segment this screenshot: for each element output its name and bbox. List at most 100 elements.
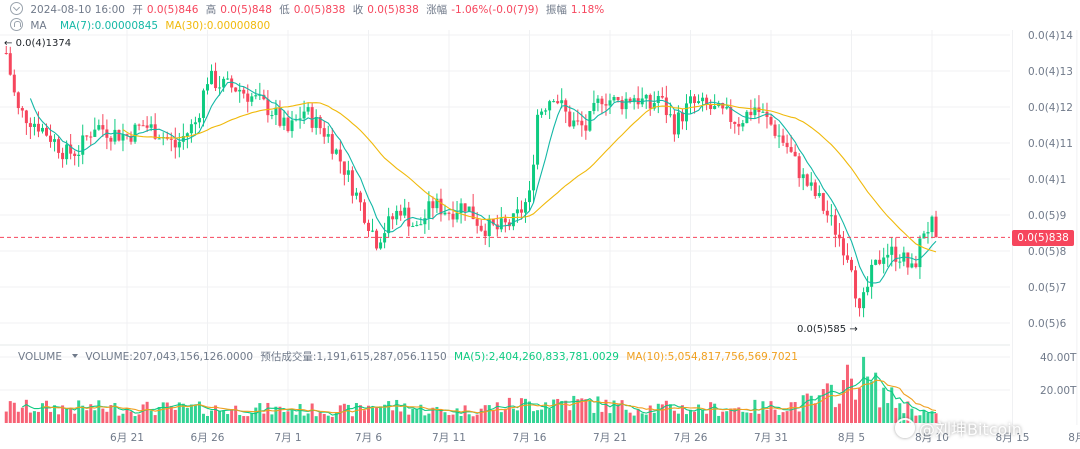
volume-bar [548,409,552,423]
candle-body [568,111,572,127]
candle-body [246,93,250,102]
volume-bar [318,412,322,423]
candle-body [652,102,656,109]
volume-ma5: MA(5):2,404,260,833,781.0029 [454,351,619,363]
indicator-settings-icon[interactable] [10,18,23,31]
candle-body [153,124,157,139]
volume-bar [423,415,427,423]
candle-body [463,203,467,212]
high-annotation-value: 0.0(4)1374 [15,38,72,49]
ma30-value: MA(30):0.00000800 [165,20,271,32]
candle-body [24,110,28,124]
candle-body [206,84,209,91]
volume-bar [624,409,628,423]
volume-bar [338,405,342,423]
volume-bar [495,402,499,423]
volume-bar [266,402,270,423]
volume-bar [580,398,584,423]
candle-body [197,117,201,123]
volume-bar [20,407,24,423]
volume-bar [395,399,399,423]
candle-body [439,198,443,215]
volume-bar [177,402,181,423]
candle-body [693,96,697,103]
candle-body [499,218,503,230]
volume-bar [612,400,616,423]
amplitude-value: 1.18% [570,4,605,16]
volume-bar [825,383,829,423]
candle-body [455,212,459,220]
volume-bar [801,395,805,423]
candle-body [648,94,652,109]
candle-body [57,139,61,153]
volume-bar [648,405,652,423]
volume-bar [169,405,173,423]
volume-bar [455,408,459,423]
candle-body [656,96,660,103]
ma30-line [122,102,937,253]
volume-bar [471,416,475,423]
volume-bar [854,399,858,423]
candle-body [40,127,44,132]
candle-body [689,96,692,104]
candle-body [894,246,898,262]
volume-bar [785,411,789,423]
candle-body [737,123,741,127]
volume-bar [761,401,765,423]
volume-bar [12,402,16,423]
volume-bar [354,402,358,423]
time-tick-label: 8月 [1068,432,1080,444]
volume-bar [443,412,447,423]
volume-bar [721,411,725,423]
candle-body [660,96,664,98]
candle-body [423,218,427,225]
candle-body [858,298,862,309]
candle-body [290,120,294,132]
volume-bar [201,413,205,423]
candle-body [548,101,552,111]
candle-body [930,216,934,233]
volume-bar [532,411,536,423]
candle-body [721,103,725,109]
price-tick-label: 0.0(4)13 [1028,66,1073,78]
volume-bar [383,404,387,423]
volume-dropdown-icon[interactable] [71,354,78,358]
candle-body [632,98,636,103]
candle-body [330,134,334,154]
candle-body [483,230,487,237]
candle-body [447,212,451,214]
volume-bar [161,402,165,423]
volume-bar [777,414,781,423]
collapse-chevron-icon[interactable] [10,2,23,15]
open-label: 开 [132,4,143,16]
volume-bar [53,405,57,423]
volume-bar [741,411,745,423]
volume-bar [346,404,350,423]
volume-bar [906,401,910,423]
volume-bar [773,409,777,423]
volume-bar [644,414,648,423]
volume-bar [101,408,105,423]
candle-body [12,74,16,93]
candle-body [906,252,910,268]
candle-body [882,257,886,264]
volume-bar [371,407,375,423]
volume-bar [725,411,729,423]
candle-body [910,263,914,268]
candle-body [797,156,801,179]
volume-bar [181,403,185,423]
candle-body [53,139,57,142]
candle-body [185,133,189,137]
candle-datetime: 2024-08-10 16:00 [30,4,125,16]
candle-body [697,101,701,103]
candle-body [411,226,415,228]
volume-bar [793,402,797,423]
volume-bar [4,411,8,423]
volume-bar [870,381,874,423]
candle-body [725,107,729,109]
candle-body [604,104,608,106]
volume-bar [528,401,531,423]
volume-bar [684,414,688,423]
candle-body [668,114,672,116]
